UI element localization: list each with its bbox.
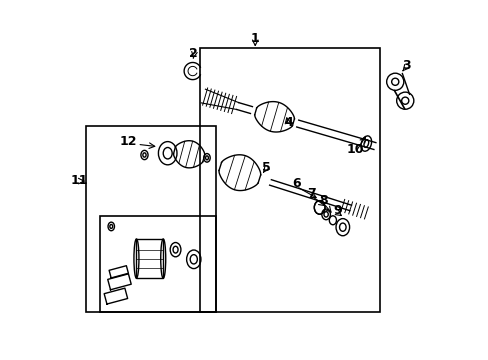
- Text: 9: 9: [333, 204, 342, 217]
- Text: 2: 2: [189, 47, 198, 60]
- Bar: [136, 239, 163, 278]
- Text: 1: 1: [250, 32, 259, 45]
- Bar: [100, 216, 216, 312]
- Text: 8: 8: [319, 194, 327, 207]
- Text: 10: 10: [346, 143, 363, 156]
- Text: 6: 6: [291, 177, 300, 190]
- Text: 3: 3: [401, 59, 410, 72]
- Text: 12: 12: [120, 135, 137, 148]
- Bar: [200, 48, 380, 312]
- Text: 7: 7: [306, 187, 315, 200]
- Bar: [85, 126, 216, 312]
- Text: 11: 11: [71, 174, 88, 186]
- Text: 5: 5: [261, 161, 270, 174]
- Text: 4: 4: [284, 116, 293, 129]
